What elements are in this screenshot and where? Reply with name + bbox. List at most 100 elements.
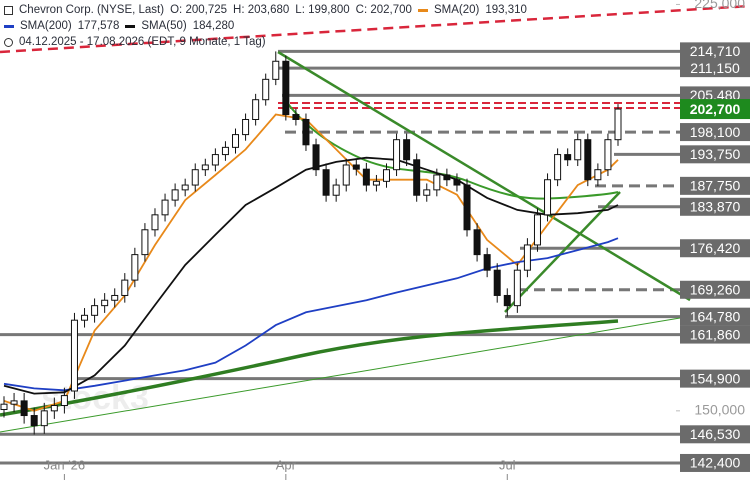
- candle-body: [101, 299, 109, 307]
- candle-body: [111, 294, 119, 301]
- level-label-box: [680, 239, 750, 258]
- level-label: 214,710: [690, 43, 741, 59]
- candle-body: [292, 114, 300, 120]
- level-label-box: [680, 453, 750, 472]
- trend-line: [504, 191, 621, 313]
- level-label-box: [680, 280, 750, 299]
- candle-body: [614, 108, 622, 141]
- candle-body: [453, 179, 461, 186]
- level-label-box: [680, 176, 750, 195]
- key: L:: [295, 4, 305, 16]
- candle-body: [0, 403, 8, 411]
- candle-body: [513, 269, 521, 307]
- candle-body: [352, 164, 360, 170]
- key: C:: [355, 4, 368, 16]
- sma-line: [3, 237, 619, 392]
- candle-body: [423, 189, 431, 196]
- candle-body: [302, 118, 310, 146]
- legend-label: SMA(50): [141, 20, 187, 32]
- legend-swatch: [417, 8, 428, 12]
- value: 202,700: [370, 4, 412, 16]
- y-tick-label: 225,000: [694, 0, 745, 11]
- x-tick-label: Jul: [499, 457, 516, 472]
- candle-body: [523, 244, 531, 271]
- legend-swatch: [4, 24, 14, 28]
- candle-body: [382, 169, 390, 182]
- candle-body: [463, 184, 471, 231]
- candle-body: [342, 164, 350, 186]
- key: H:: [233, 4, 245, 16]
- candle-body: [473, 229, 481, 256]
- level-label: 146,530: [690, 426, 741, 442]
- candle-body: [322, 169, 330, 196]
- level-label: 164,780: [690, 308, 741, 324]
- candle-body: [81, 314, 89, 321]
- legend-label: SMA(20): [433, 4, 480, 16]
- level-label-box: [680, 42, 750, 61]
- candle-body: [181, 184, 189, 191]
- candle-body: [161, 199, 169, 216]
- legend-value: 177,578: [77, 20, 120, 32]
- ohlc: L: 199,800: [295, 2, 349, 18]
- long-average: [0, 319, 619, 417]
- ohlc: O: 200,725: [170, 2, 227, 18]
- level-label: 176,420: [690, 240, 741, 256]
- level-label-box: [680, 307, 750, 326]
- candle-body: [554, 154, 562, 181]
- candle-body: [60, 395, 68, 407]
- icon: [4, 37, 13, 47]
- candle-body: [171, 189, 179, 201]
- ohlc: H: 203,680: [233, 2, 289, 18]
- candle-body: [564, 154, 572, 161]
- level-label-box: [680, 145, 750, 164]
- legend-swatch: [125, 24, 136, 28]
- level-label-box: [680, 369, 750, 388]
- candle-body: [362, 168, 370, 186]
- candle-body: [403, 139, 411, 161]
- y-tick-label: 150,000: [694, 402, 745, 418]
- candle-body: [50, 405, 58, 412]
- level-label: 211,150: [690, 60, 740, 76]
- level-label-box: [680, 123, 750, 142]
- candle-body: [393, 139, 401, 171]
- candle-body: [433, 174, 441, 191]
- candle-body: [191, 169, 199, 186]
- candle-body: [141, 229, 149, 256]
- candle-body: [574, 139, 582, 161]
- x-tick-label: Apr: [276, 457, 297, 472]
- drawings: [0, 4, 750, 433]
- legend: Chevron Corp. (NYSE, Last) O: 200,725 H:…: [4, 2, 527, 50]
- level-label-box: [680, 59, 750, 78]
- legend-value: 193,310: [485, 4, 527, 16]
- candle-body: [232, 134, 240, 148]
- value: 203,680: [247, 4, 290, 16]
- candle-body: [584, 139, 592, 181]
- candle-body: [312, 144, 320, 171]
- level-label: 169,260: [690, 281, 741, 297]
- level-label: 193,750: [690, 146, 741, 162]
- sma-line: [3, 156, 619, 395]
- candle-body: [503, 294, 511, 307]
- candle-body: [483, 254, 491, 271]
- candle-body: [70, 319, 78, 392]
- icon: [4, 5, 13, 15]
- date-range: 04.12.2025 - 17.08.2026 (EDT, 9 Monate, …: [19, 36, 266, 48]
- candle-body: [20, 400, 28, 417]
- candle-body: [201, 164, 209, 171]
- candle-body: [372, 180, 380, 186]
- candle-body: [544, 179, 552, 216]
- value: 199,800: [308, 4, 350, 16]
- level-label: 187,750: [690, 178, 741, 194]
- candle-body: [282, 60, 290, 116]
- legend-value: 184,280: [192, 20, 235, 32]
- candle-body: [40, 410, 48, 427]
- level-label: 154,900: [690, 370, 741, 386]
- legend-label: SMA(200): [20, 20, 72, 32]
- trend-line: [0, 4, 750, 54]
- x-tick-label: Jan '26: [44, 457, 86, 472]
- candle-body: [413, 159, 421, 196]
- sma-line: [3, 113, 619, 412]
- candle-body: [30, 415, 38, 427]
